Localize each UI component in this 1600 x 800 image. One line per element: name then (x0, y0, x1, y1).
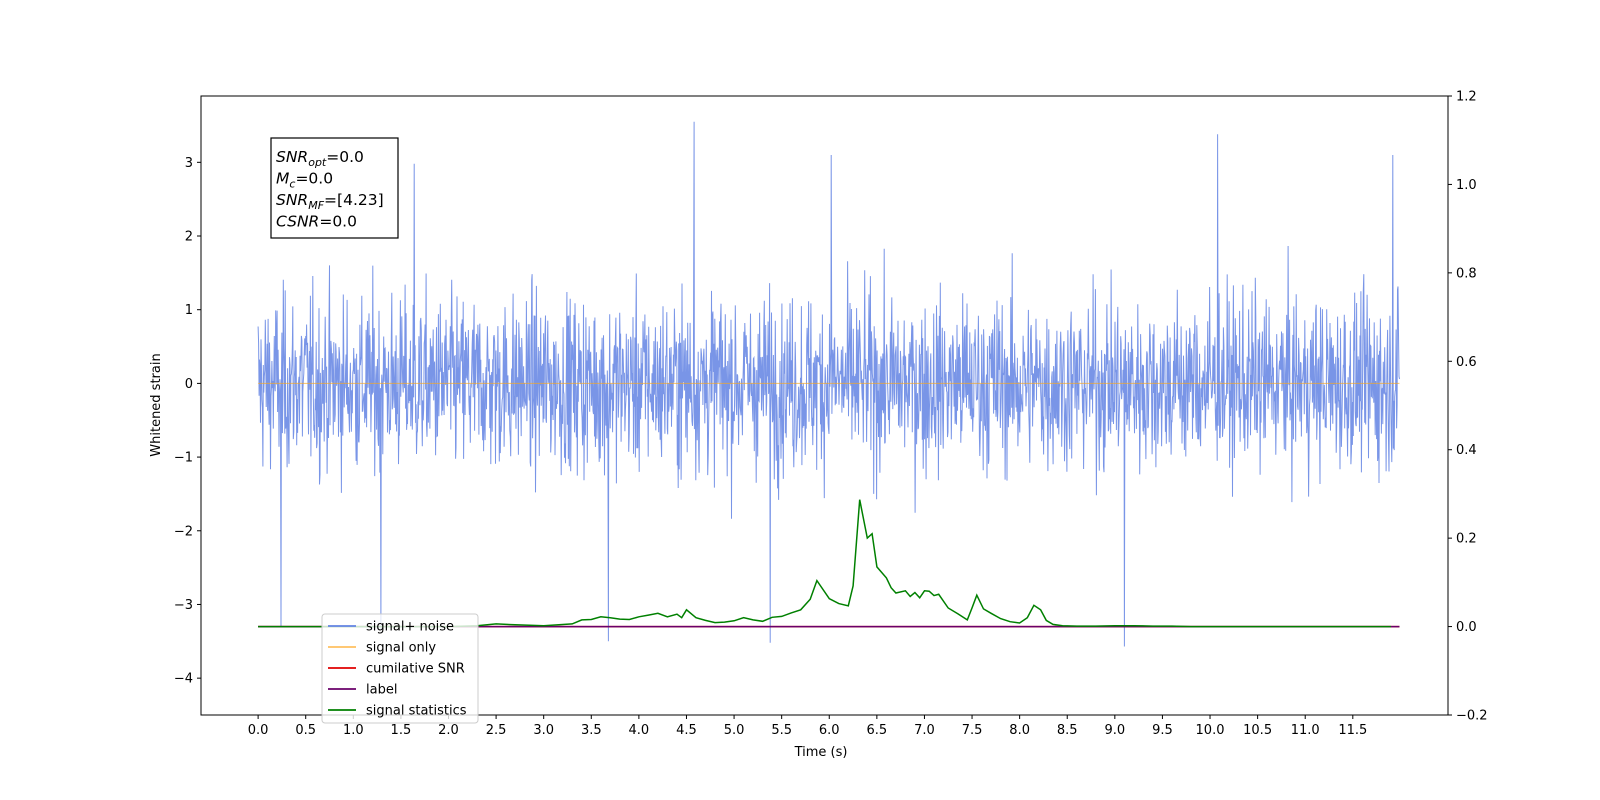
x-tick-label: 1.5 (391, 723, 412, 738)
x-axis: 0.0 0.5 1.0 1.5 2.0 2.5 3.0 3.5 4.0 4.5 5.0 5.5 6.0 6… (248, 715, 1367, 738)
plot-area (257, 121, 1400, 647)
x-tick-label: 4.0 (629, 723, 650, 738)
x-tick-label: 7.0 (914, 723, 935, 738)
legend-entry-label: signal statistics (366, 704, 467, 719)
x-tick-label: 8.0 (1009, 723, 1030, 738)
x-tick-label: 5.5 (771, 723, 792, 738)
x-tick-label: 8.5 (1057, 723, 1078, 738)
y2-tick-label: 0.6 (1456, 355, 1477, 370)
y2-tick-label: 1.2 (1456, 90, 1477, 105)
x-tick-label: 6.0 (819, 723, 840, 738)
legend-entry-label: cumilative SNR (366, 662, 465, 677)
x-tick-label: 9.0 (1104, 723, 1125, 738)
x-axis-label: Time (s) (794, 745, 848, 760)
x-tick-label: 4.5 (676, 723, 697, 738)
x-tick-label: 3.5 (581, 723, 602, 738)
signal-statistics-line (258, 499, 1391, 628)
x-tick-label: 6.5 (867, 723, 888, 738)
stats-line: SNRMF=[4.23] (276, 191, 384, 212)
x-tick-label: 2.0 (438, 723, 459, 738)
stats-line: CSNR=0.0 (276, 213, 357, 231)
y-axis-right: −0.2 0.0 0.2 0.4 0.6 0.8 1.0 1.2 (1448, 90, 1488, 724)
y-axis-left: −4 −3 −2 −1 0 1 2 3 (174, 156, 201, 687)
y-tick-label: −2 (174, 524, 193, 539)
y-tick-label: 2 (185, 230, 193, 245)
stats-line: Mc=0.0 (276, 170, 333, 191)
y-tick-label: 0 (185, 377, 193, 392)
y-tick-label: −3 (174, 598, 193, 613)
stats-box-frame (270, 137, 399, 239)
y-tick-label: −4 (174, 672, 193, 687)
x-tick-label: 0.5 (295, 723, 316, 738)
x-tick-label: 11.0 (1291, 723, 1320, 738)
y-tick-label: −1 (174, 451, 193, 466)
x-tick-label: 10.0 (1196, 723, 1225, 738)
y2-tick-label: 0.2 (1456, 532, 1477, 547)
series-signal-statistics (258, 499, 1391, 628)
y-tick-label: 3 (185, 156, 193, 171)
legend-entry-label: label (366, 683, 397, 698)
x-tick-label: 1.0 (343, 723, 364, 738)
x-tick-label: 11.5 (1338, 723, 1367, 738)
legend-frame (321, 613, 479, 724)
y-tick-label: 1 (185, 303, 193, 318)
x-tick-label: 7.5 (962, 723, 983, 738)
legend: signal+ noise signal only cumilative SNR la… (321, 613, 479, 724)
x-tick-label: 3.0 (533, 723, 554, 738)
y2-tick-label: 1.0 (1456, 178, 1477, 193)
legend-entry-label: signal only (366, 641, 436, 656)
y2-tick-label: 0.0 (1456, 620, 1477, 635)
series-signal-noise (257, 121, 1400, 647)
y2-tick-label: 0.4 (1456, 443, 1477, 458)
x-tick-label: 10.5 (1243, 723, 1272, 738)
x-tick-label: 9.5 (1152, 723, 1173, 738)
y2-tick-label: −0.2 (1456, 709, 1488, 724)
legend-entry-label: signal+ noise (366, 620, 454, 635)
y2-tick-label: 0.8 (1456, 266, 1477, 281)
y-axis-label: Whitened strain (149, 353, 164, 456)
x-tick-label: 2.5 (486, 723, 507, 738)
plot-frame (200, 95, 1449, 716)
x-tick-label: 0.0 (248, 723, 269, 738)
x-tick-label: 5.0 (724, 723, 745, 738)
stats-line: SNRopt=0.0 (276, 148, 364, 169)
signal-noise-line (257, 121, 1400, 647)
